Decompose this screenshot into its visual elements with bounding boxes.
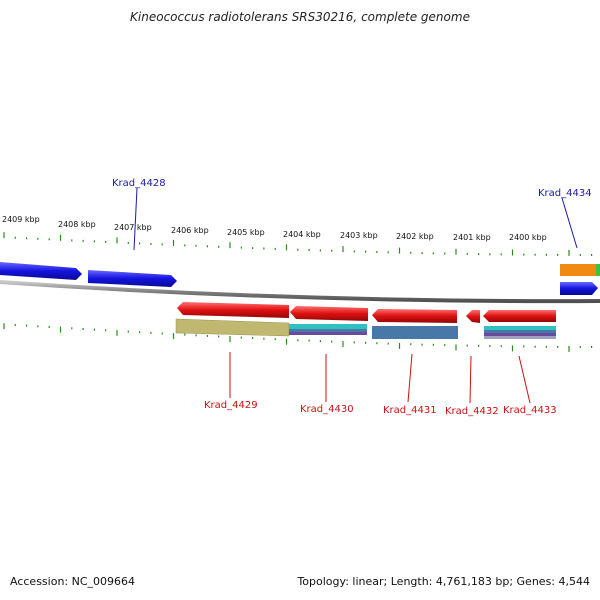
- feature-band-grey[interactable]: [484, 336, 556, 339]
- feature-band-purple[interactable]: [289, 332, 367, 335]
- ruler-label: 2409 kbp: [2, 215, 40, 224]
- gene-arrow-forward[interactable]: [88, 270, 177, 287]
- gene-label-krad-4429[interactable]: Krad_4429: [204, 400, 258, 411]
- feature-block-green[interactable]: [596, 264, 600, 276]
- feature-band-purple[interactable]: [484, 333, 556, 336]
- map-title: Kineococcus radiotolerans SRS30216, comp…: [130, 10, 470, 24]
- feature-block-orange[interactable]: [560, 264, 596, 276]
- feature-band-olive[interactable]: [175, 318, 290, 337]
- ruler-label: 2402 kbp: [396, 232, 434, 241]
- forward-genes[interactable]: [0, 262, 600, 295]
- ruler-ticks-top: [3, 232, 593, 256]
- genome-backbone: [0, 280, 600, 304]
- gene-labels: Krad_4428 Krad_4434 Krad_4429 Krad_4430 …: [112, 178, 592, 417]
- gene-arrow-forward[interactable]: [0, 262, 82, 280]
- feature-band-steel[interactable]: [289, 329, 367, 332]
- ruler-label: 2400 kbp: [509, 233, 547, 242]
- gene-label-krad-4433[interactable]: Krad_4433: [503, 405, 557, 416]
- gene-arrow-reverse[interactable]: [372, 309, 457, 323]
- reverse-genes[interactable]: [175, 302, 556, 339]
- leader-line: [469, 355, 472, 404]
- leader-line: [407, 353, 413, 403]
- gene-label-krad-4432[interactable]: Krad_4432: [445, 406, 499, 417]
- ruler-label: 2401 kbp: [453, 233, 491, 242]
- gene-arrow-forward[interactable]: [560, 282, 598, 295]
- accession-text: Accession: NC_009664: [10, 575, 136, 588]
- leader-line: [518, 355, 531, 404]
- feature-band-teal[interactable]: [289, 324, 367, 329]
- gene-arrow-reverse[interactable]: [483, 310, 556, 322]
- gene-label-krad-4428[interactable]: Krad_4428: [112, 178, 166, 189]
- label-leaders: [133, 187, 578, 404]
- ruler-label: 2407 kbp: [114, 223, 152, 232]
- gene-arrow-reverse[interactable]: [290, 306, 368, 321]
- ruler-label: 2405 kbp: [227, 228, 265, 237]
- leader-line: [561, 197, 578, 249]
- ruler-label: 2406 kbp: [171, 226, 209, 235]
- feature-band-steel[interactable]: [372, 326, 458, 339]
- gene-label-krad-4430[interactable]: Krad_4430: [300, 404, 354, 415]
- ruler-label: 2403 kbp: [340, 231, 378, 240]
- feature-band-teal[interactable]: [484, 326, 556, 330]
- ruler-ticks-bottom: [3, 323, 593, 352]
- feature-band-steel[interactable]: [484, 330, 556, 333]
- gene-arrow-reverse[interactable]: [466, 310, 480, 323]
- gene-arrow-reverse[interactable]: [177, 302, 289, 318]
- gene-label-krad-4431[interactable]: Krad_4431: [383, 405, 437, 416]
- ruler-label: 2408 kbp: [58, 220, 96, 229]
- ruler-label: 2404 kbp: [283, 230, 321, 239]
- ruler-labels: 2409 kbp 2408 kbp 2407 kbp 2406 kbp 2405…: [2, 215, 547, 242]
- genome-summary-text: Topology: linear; Length: 4,761,183 bp; …: [297, 575, 590, 588]
- gene-label-krad-4434[interactable]: Krad_4434: [538, 188, 592, 199]
- leader-line: [133, 187, 138, 251]
